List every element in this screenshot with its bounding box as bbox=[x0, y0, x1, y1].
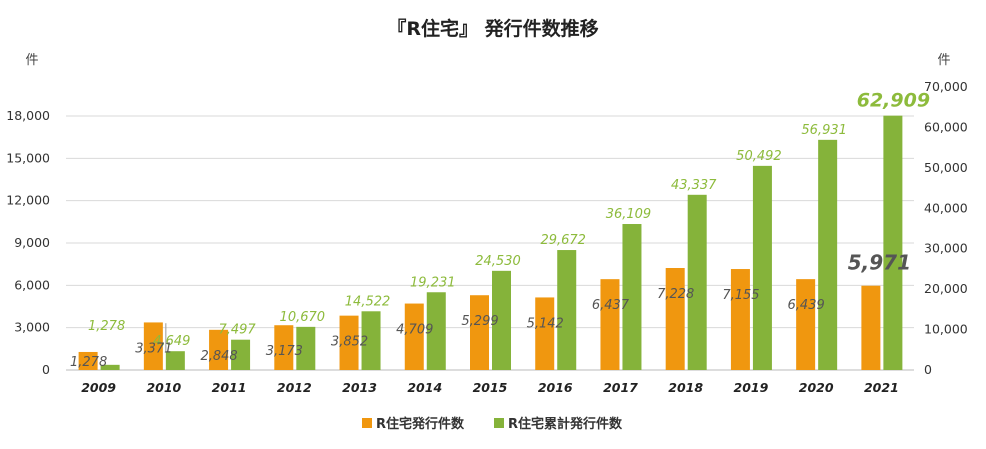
right-tick-label: 0 bbox=[924, 362, 932, 377]
bar-annual bbox=[535, 297, 555, 370]
right-tick-label: 50,000 bbox=[924, 160, 968, 175]
legend-label: R住宅累計発行件数 bbox=[508, 416, 623, 432]
bar-cumulative bbox=[492, 270, 511, 370]
bar-cumulative bbox=[752, 165, 772, 370]
right-tick-label: 40,000 bbox=[924, 200, 968, 215]
data-label-annual: 7,228 bbox=[657, 287, 694, 302]
left-tick-label: 6,000 bbox=[14, 277, 50, 292]
x-tick-label: 2016 bbox=[538, 380, 573, 395]
bar-annual bbox=[796, 279, 816, 370]
data-label-annual: 5,971 bbox=[848, 251, 911, 275]
right-axis-unit: 件 bbox=[937, 53, 950, 68]
data-label-cumulative: 29,672 bbox=[540, 233, 586, 248]
bar-cumulative bbox=[883, 115, 903, 370]
x-tick-label: 2018 bbox=[668, 380, 703, 395]
bar-cumulative bbox=[687, 194, 707, 370]
x-tick-label: 2013 bbox=[342, 380, 377, 395]
x-tick-label: 2009 bbox=[81, 380, 116, 395]
chart-title: 『R住宅』 発行件数推移 bbox=[387, 17, 598, 40]
bar-cumulative bbox=[426, 292, 446, 370]
bar-annual bbox=[861, 285, 881, 370]
right-tick-label: 10,000 bbox=[924, 322, 968, 337]
bar-annual bbox=[339, 315, 359, 370]
left-axis-unit: 件 bbox=[25, 53, 38, 68]
bar-cumulative bbox=[231, 339, 251, 370]
data-label-annual: 3,371 bbox=[135, 341, 172, 356]
data-label-annual: 7,155 bbox=[722, 288, 759, 303]
x-tick-label: 2014 bbox=[407, 380, 442, 395]
data-label-annual: 6,439 bbox=[788, 298, 825, 313]
bar-annual bbox=[274, 325, 294, 370]
left-tick-label: 3,000 bbox=[14, 320, 50, 335]
x-tick-label: 2012 bbox=[277, 380, 312, 395]
right-tick-label: 20,000 bbox=[924, 281, 968, 296]
left-tick-label: 15,000 bbox=[6, 150, 50, 165]
bar-annual bbox=[78, 351, 98, 370]
bar-annual bbox=[730, 269, 750, 370]
x-tick-label: 2017 bbox=[603, 380, 638, 395]
data-label-cumulative: 36,109 bbox=[606, 207, 652, 222]
bar-cumulative bbox=[296, 326, 316, 370]
x-tick-label: 2021 bbox=[864, 380, 899, 395]
bar-annual bbox=[209, 329, 229, 370]
bar-cumulative bbox=[361, 311, 381, 370]
data-label-cumulative: 62,909 bbox=[857, 90, 930, 112]
data-label-cumulative: 56,931 bbox=[801, 123, 847, 138]
x-tick-label: 2010 bbox=[146, 380, 181, 395]
data-label-cumulative: 24,530 bbox=[475, 254, 521, 269]
data-label-cumulative: 4,649 bbox=[153, 334, 190, 349]
x-tick-label: 2011 bbox=[212, 380, 247, 395]
data-label-cumulative: 1,278 bbox=[88, 319, 125, 334]
x-tick-label: 2015 bbox=[473, 380, 508, 395]
data-label-cumulative: 10,670 bbox=[280, 310, 326, 325]
data-label-annual: 2,848 bbox=[200, 349, 237, 364]
legend-swatch bbox=[362, 418, 372, 428]
left-tick-label: 12,000 bbox=[6, 193, 50, 208]
data-label-annual: 5,299 bbox=[461, 314, 498, 329]
data-label-cumulative: 7,497 bbox=[218, 323, 256, 338]
left-tick-label: 18,000 bbox=[6, 108, 50, 123]
data-label-cumulative: 19,231 bbox=[410, 275, 456, 290]
right-axis: 0 10,000 20,000 30,000 40,000 50,000 60,000 70,… bbox=[924, 79, 968, 377]
bar-cumulative bbox=[557, 250, 577, 370]
data-label-cumulative: 50,492 bbox=[736, 149, 782, 164]
data-label-annual: 5,142 bbox=[527, 316, 564, 331]
legend-swatch bbox=[494, 418, 504, 428]
legend-label: R住宅発行件数 bbox=[376, 416, 465, 432]
bar-annual bbox=[404, 303, 424, 370]
bar-annual bbox=[470, 295, 489, 370]
legend: R住宅発行件数 R住宅累計発行件数 bbox=[362, 416, 623, 432]
data-label-annual: 4,709 bbox=[396, 323, 433, 338]
right-tick-label: 60,000 bbox=[924, 119, 968, 134]
gridlines bbox=[66, 115, 914, 371]
bar-cumulative bbox=[818, 139, 838, 370]
x-tick-label: 2019 bbox=[734, 380, 769, 395]
x-tick-label: 2020 bbox=[799, 380, 834, 395]
bar-annual bbox=[665, 268, 685, 370]
data-label-cumulative: 14,522 bbox=[345, 294, 391, 309]
bar-annual bbox=[143, 322, 163, 370]
bars bbox=[78, 115, 903, 370]
data-label-annual: 3,173 bbox=[266, 344, 303, 359]
right-tick-label: 30,000 bbox=[924, 241, 968, 256]
bar-cumulative bbox=[165, 351, 185, 370]
bar-annual bbox=[600, 279, 620, 370]
data-label-annual: 6,437 bbox=[592, 298, 630, 313]
right-tick-label: 70,000 bbox=[924, 79, 968, 94]
bar-cumulative bbox=[622, 224, 642, 370]
data-label-cumulative: 43,337 bbox=[671, 178, 717, 193]
data-label-annual: 3,852 bbox=[331, 335, 368, 350]
x-axis: 2009 2010 2011 2012 2013 2014 2015 2016 2017 2018… bbox=[81, 380, 899, 395]
data-label-annual: 1,278 bbox=[70, 355, 107, 370]
left-axis: 0 3,000 6,000 9,000 12,000 15,000 18,000 bbox=[6, 108, 50, 377]
left-tick-label: 9,000 bbox=[14, 235, 50, 250]
left-tick-label: 0 bbox=[42, 362, 50, 377]
bar-cumulative bbox=[100, 364, 120, 370]
